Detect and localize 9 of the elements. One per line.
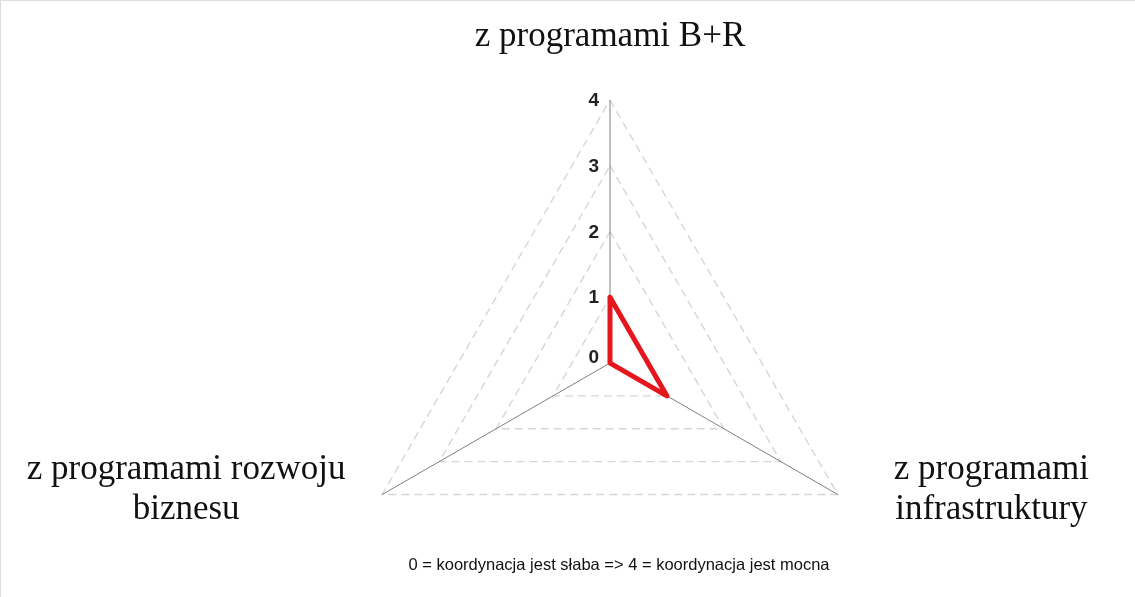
spoke-label: z programami infrastruktury bbox=[893, 447, 1090, 527]
y-tick-label: 3 bbox=[588, 154, 599, 176]
y-tick-label: 2 bbox=[588, 220, 599, 242]
y-tick-label: 1 bbox=[588, 286, 600, 308]
y-tick-label: 4 bbox=[588, 89, 600, 110]
y-tick-label: 0 bbox=[588, 346, 599, 367]
spoke-label: z programami B+R bbox=[474, 15, 746, 54]
text: 0 = koordynacja jest słaba => 4 = koordynacja jest mocna bbox=[408, 555, 831, 573]
spoke-label: z programami rozwoju biznesu bbox=[26, 447, 346, 527]
